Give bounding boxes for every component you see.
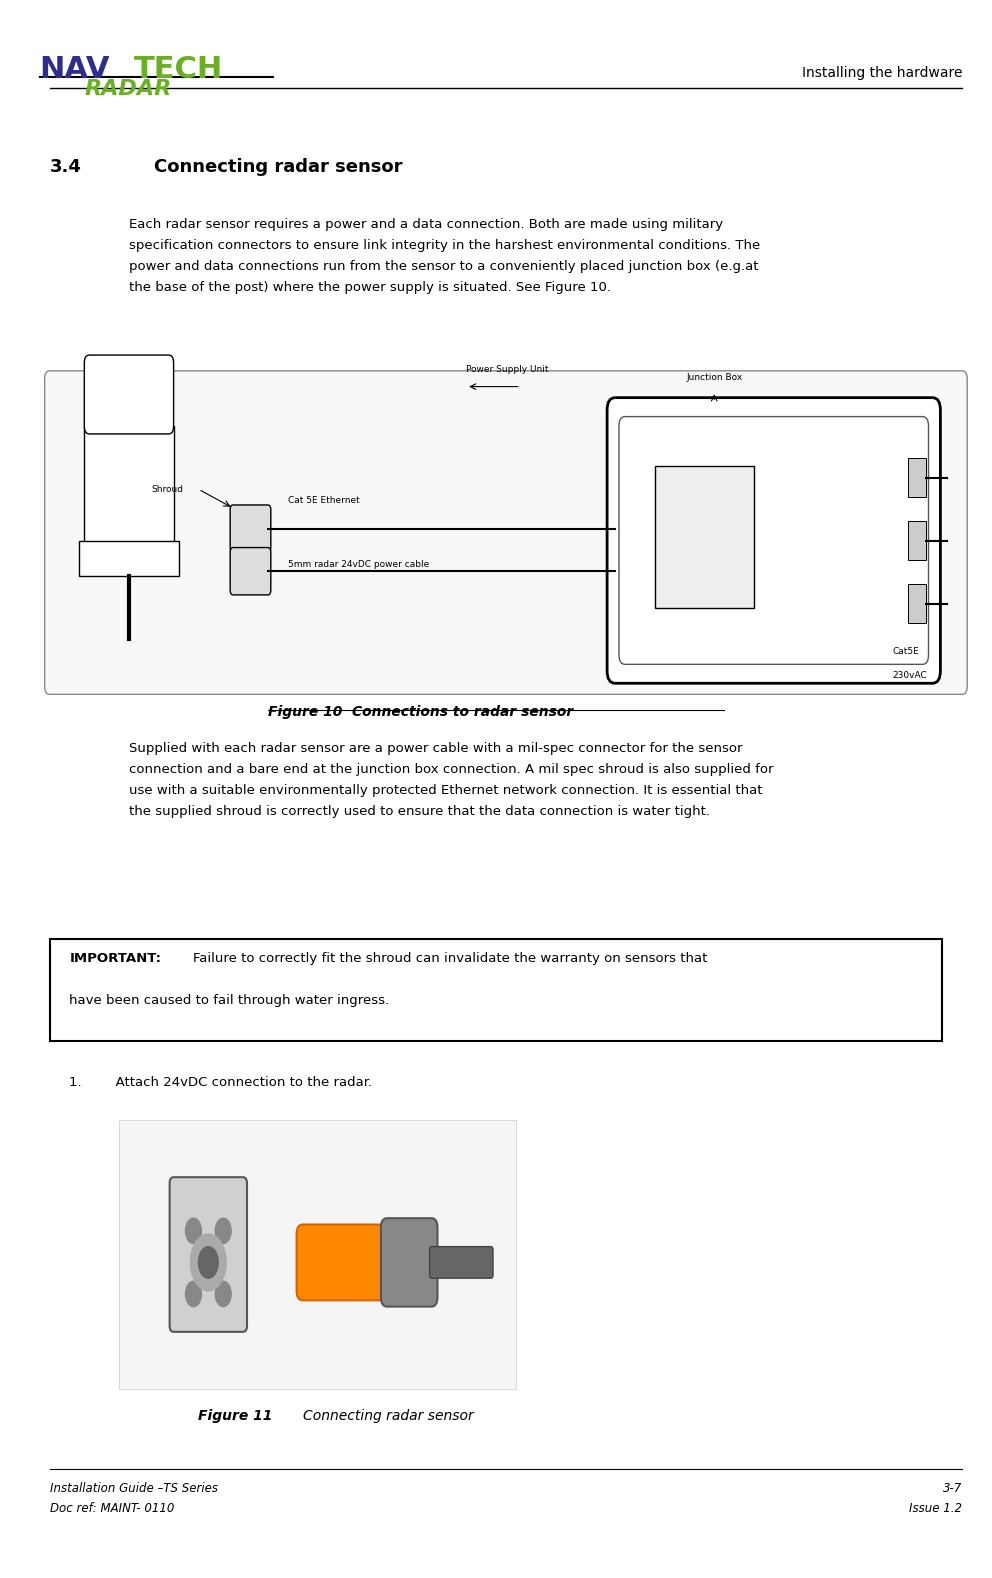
Text: have been caused to fail through water ingress.: have been caused to fail through water i… [69, 994, 390, 1007]
Text: Figure 10: Figure 10 [268, 705, 342, 720]
Circle shape [190, 1234, 226, 1291]
Text: Supplied with each radar sensor are a power cable with a mil-spec connector for : Supplied with each radar sensor are a po… [129, 742, 774, 817]
Text: 5mm radar 24vDC power cable: 5mm radar 24vDC power cable [288, 560, 429, 570]
Text: Connecting radar sensor: Connecting radar sensor [154, 158, 403, 175]
Bar [655, 466, 754, 608]
Circle shape [186, 1281, 201, 1307]
Text: TECH: TECH [134, 55, 223, 84]
Text: Power Supply Unit: Power Supply Unit [466, 365, 549, 374]
FancyBboxPatch shape [170, 1177, 247, 1332]
Circle shape [186, 1218, 201, 1243]
Bar [119, 1120, 516, 1389]
FancyBboxPatch shape [381, 1218, 437, 1307]
FancyBboxPatch shape [230, 505, 271, 552]
Bar [908, 521, 926, 560]
Text: 3.4: 3.4 [50, 158, 81, 175]
FancyBboxPatch shape [607, 398, 940, 683]
Text: RADAR: RADAR [84, 79, 172, 99]
FancyBboxPatch shape [45, 371, 967, 694]
Text: 3-7: 3-7 [943, 1482, 962, 1494]
FancyBboxPatch shape [50, 939, 942, 1041]
Text: Cat 5E Ethernet: Cat 5E Ethernet [288, 495, 359, 505]
Bar [908, 584, 926, 623]
Text: Each radar sensor requires a power and a data connection. Both are made using mi: Each radar sensor requires a power and a… [129, 218, 760, 294]
FancyBboxPatch shape [230, 548, 271, 595]
Text: Doc ref: MAINT- 0110: Doc ref: MAINT- 0110 [50, 1502, 174, 1515]
Bar [908, 458, 926, 497]
Text: Installation Guide –TS Series: Installation Guide –TS Series [50, 1482, 217, 1494]
FancyBboxPatch shape [297, 1225, 393, 1300]
Text: Installing the hardware: Installing the hardware [802, 66, 962, 80]
Text: Connecting radar sensor: Connecting radar sensor [303, 1409, 473, 1423]
Text: NAV: NAV [40, 55, 110, 84]
Text: Figure 11: Figure 11 [198, 1409, 273, 1423]
Circle shape [215, 1218, 231, 1243]
Text: Junction Box: Junction Box [686, 372, 742, 382]
FancyBboxPatch shape [84, 355, 174, 434]
Text: Failure to correctly fit the shroud can invalidate the warranty on sensors that: Failure to correctly fit the shroud can … [193, 952, 708, 964]
Text: Shroud: Shroud [152, 484, 184, 494]
Circle shape [198, 1247, 218, 1278]
FancyBboxPatch shape [430, 1247, 493, 1278]
Text: Cat5E: Cat5E [893, 647, 920, 656]
Text: IMPORTANT:: IMPORTANT: [69, 952, 162, 964]
Text: 230vAC: 230vAC [893, 671, 928, 680]
Bar [79, 541, 179, 576]
Circle shape [215, 1281, 231, 1307]
Text: Issue 1.2: Issue 1.2 [910, 1502, 962, 1515]
Bar [84, 426, 174, 544]
Text: 1.        Attach 24vDC connection to the radar.: 1. Attach 24vDC connection to the radar. [69, 1076, 373, 1089]
Text: Connections to radar sensor: Connections to radar sensor [352, 705, 573, 720]
